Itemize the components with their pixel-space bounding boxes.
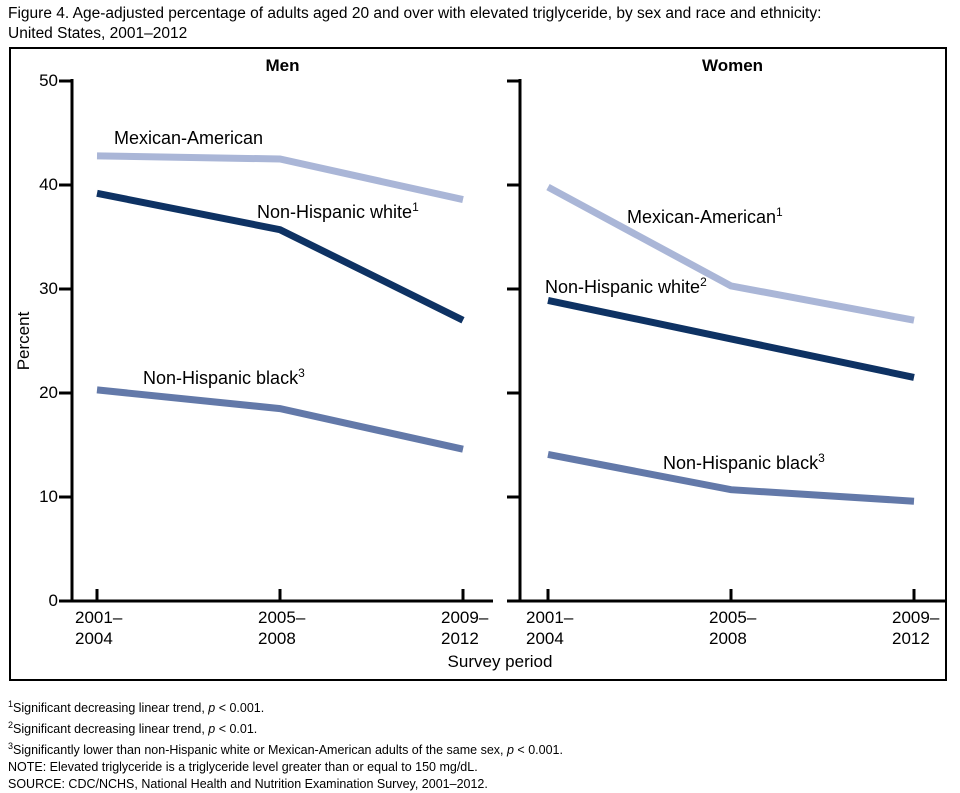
- series-label: Non-Hispanic white1: [257, 200, 419, 223]
- footnote-marker: 2: [8, 720, 14, 731]
- x-tick-label-line1: 2001–: [526, 608, 574, 627]
- footnote-italic-p: p: [208, 722, 216, 737]
- series-label-text: Non-Hispanic white: [545, 277, 701, 297]
- x-tick-label-line2: 2004: [75, 629, 113, 648]
- footnotes: 1Significant decreasing linear trend, p …: [8, 696, 952, 793]
- y-tick-label: 50: [39, 71, 58, 90]
- x-tick-label-line2: 2012: [892, 629, 930, 648]
- footnote-text: Significant decreasing linear trend,: [13, 701, 209, 716]
- footnote: 3Significantly lower than non-Hispanic w…: [8, 738, 952, 759]
- x-tick-label-line1: 2005–: [709, 608, 757, 627]
- x-tick-label-line2: 2008: [258, 629, 296, 648]
- footnote-text: Significant decreasing linear trend,: [13, 722, 209, 737]
- series-label-text: Non-Hispanic white: [257, 202, 413, 222]
- x-tick-label: 2001– 2004: [526, 607, 573, 649]
- data-line-men-non-hispanic-white: [96, 189, 465, 324]
- data-line-women-mexican-american: [546, 184, 915, 324]
- x-tick-label: 2005– 2008: [258, 607, 305, 649]
- series-label-superscript: 1: [412, 200, 419, 214]
- footnote: NOTE: Elevated triglyceride is a triglyc…: [8, 759, 952, 776]
- series-label-superscript: 3: [818, 451, 825, 465]
- x-tick-label-line1: 2009–: [441, 608, 489, 627]
- y-tick-label: 40: [39, 175, 58, 194]
- series-label-text: Mexican-American: [114, 128, 264, 148]
- series-label: Non-Hispanic white2: [545, 275, 707, 298]
- data-line-women-non-hispanic-white: [547, 296, 915, 381]
- x-tick-label-line1: 2001–: [75, 608, 123, 627]
- data-line-men-non-hispanic-black: [96, 386, 464, 453]
- footnote-text: SOURCE: CDC/NCHS, National Health and Nu…: [8, 777, 488, 792]
- x-tick-label-line2: 2012: [441, 629, 479, 648]
- x-tick-label: 2009– 2012: [892, 607, 939, 649]
- series-label: Non-Hispanic black3: [663, 451, 825, 474]
- y-tick-label: 30: [39, 279, 58, 298]
- footnote-text: Significantly lower than non-Hispanic wh…: [13, 743, 507, 758]
- y-tick-label: 0: [48, 591, 58, 610]
- y-tick-label: 20: [39, 383, 58, 402]
- series-label-superscript: 3: [298, 366, 305, 380]
- panel-title-men: Men: [265, 56, 300, 75]
- data-line-women-non-hispanic-black: [547, 450, 915, 505]
- chart-canvas: [59, 79, 945, 603]
- series-label: Mexican-American: [114, 128, 263, 149]
- footnote-marker: 3: [8, 741, 14, 752]
- x-tick-label: 2001– 2004: [75, 607, 122, 649]
- series-label-superscript: 2: [700, 275, 707, 289]
- footnote-text: NOTE: Elevated triglyceride is a triglyc…: [8, 760, 478, 775]
- figure-title-line1: Figure 4. Age-adjusted percentage of adu…: [8, 5, 822, 22]
- series-label-text: Mexican-American: [627, 207, 777, 227]
- data-line-men-mexican-american: [96, 152, 464, 204]
- x-tick-label: 2009– 2012: [441, 607, 488, 649]
- series-label: Non-Hispanic black3: [143, 366, 305, 389]
- x-tick-label-line2: 2008: [709, 629, 747, 648]
- footnote-marker: 1: [8, 699, 14, 709]
- footnote-italic-p: p: [208, 701, 216, 716]
- footnote-tail: < 0.01.: [215, 722, 258, 737]
- x-tick-label: 2005– 2008: [709, 607, 756, 649]
- x-tick-label-line1: 2009–: [892, 608, 940, 627]
- footnote: SOURCE: CDC/NCHS, National Health and Nu…: [8, 776, 952, 793]
- figure-title-line2: United States, 2001–2012: [8, 24, 188, 42]
- y-tick-label: 10: [39, 487, 58, 506]
- x-tick-label-line1: 2005–: [258, 608, 306, 627]
- chart-frame: [9, 47, 947, 681]
- x-tick-label-line2: 2004: [526, 629, 564, 648]
- figure-title: Figure 4. Age-adjusted percentage of adu…: [8, 4, 952, 43]
- footnote: 1Significant decreasing linear trend, p …: [8, 696, 952, 717]
- series-label-superscript: 1: [776, 205, 783, 219]
- footnote: 2Significant decreasing linear trend, p …: [8, 717, 952, 738]
- footnote-italic-p: p: [507, 743, 514, 758]
- series-label: Mexican-American1: [627, 205, 783, 228]
- footnote-tail: < 0.001.: [513, 743, 563, 758]
- series-label-text: Non-Hispanic black: [143, 368, 299, 388]
- footnote-tail: < 0.001.: [215, 701, 265, 716]
- panel-title-women: Women: [701, 56, 764, 75]
- series-label-text: Non-Hispanic black: [663, 453, 819, 473]
- x-axis-title: Survey period: [447, 652, 553, 671]
